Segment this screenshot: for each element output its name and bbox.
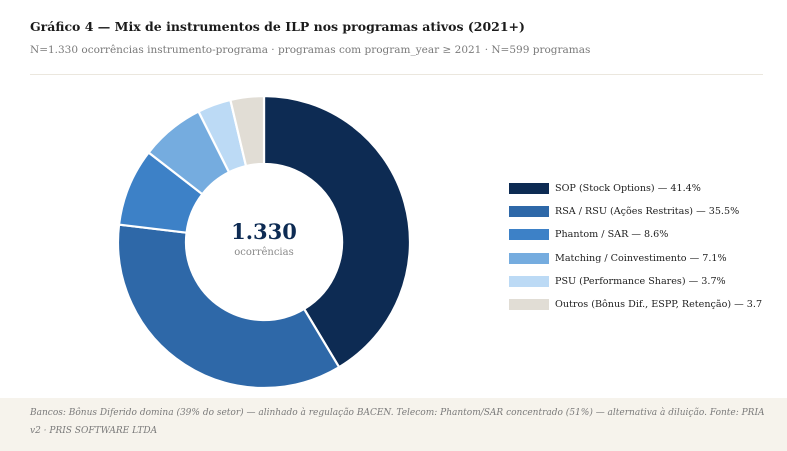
legend-swatch <box>509 252 549 264</box>
legend-label: Matching / Coinvestimento — 7.1% <box>555 252 727 264</box>
legend-label: Outros (Bônus Dif., ESPP, Retenção) — 3.… <box>555 299 763 311</box>
header-divider <box>30 74 763 75</box>
legend-swatch <box>509 299 549 311</box>
legend-label: Phantom / SAR — 8.6% <box>555 229 669 241</box>
legend-swatch <box>509 275 549 287</box>
donut-slice-6 <box>229 94 266 168</box>
legend-swatch <box>509 206 549 218</box>
legend-item-1: SOP (Stock Options) — 41.4% <box>509 177 762 200</box>
legend-item-4: Matching / Coinvestimento — 7.1% <box>509 247 762 270</box>
center-total-value: 1.330 <box>231 219 297 244</box>
legend-item-5: PSU (Performance Shares) — 3.7% <box>509 270 762 293</box>
legend-swatch <box>509 229 549 241</box>
legend-label: PSU (Performance Shares) — 3.7% <box>555 275 726 287</box>
legend-item-6: Outros (Bônus Dif., ESPP, Retenção) — 3.… <box>509 293 762 316</box>
chart-subtitle: N=1.330 ocorrências instrumento-programa… <box>30 44 591 56</box>
legend-label: SOP (Stock Options) — 41.4% <box>555 183 701 195</box>
donut-slice-2 <box>116 223 341 390</box>
legend-label: RSA / RSU (Ações Restritas) — 35.5% <box>555 206 740 218</box>
chart-title: Gráfico 4 — Mix de instrumentos de ILP n… <box>30 19 525 34</box>
center-total-label: ocorrências <box>234 247 294 258</box>
chart-legend: SOP (Stock Options) — 41.4% RSA / RSU (Aç… <box>509 177 762 316</box>
legend-swatch <box>509 183 549 195</box>
donut-slice-1 <box>262 94 412 369</box>
footer-note: Bancos: Bônus Diferido domina (39% do se… <box>30 408 765 436</box>
legend-item-2: RSA / RSU (Ações Restritas) — 35.5% <box>509 200 762 223</box>
donut-chart <box>116 94 412 390</box>
chart-card: Gráfico 4 — Mix de instrumentos de ILP n… <box>0 0 787 398</box>
legend-item-3: Phantom / SAR — 8.6% <box>509 223 762 246</box>
